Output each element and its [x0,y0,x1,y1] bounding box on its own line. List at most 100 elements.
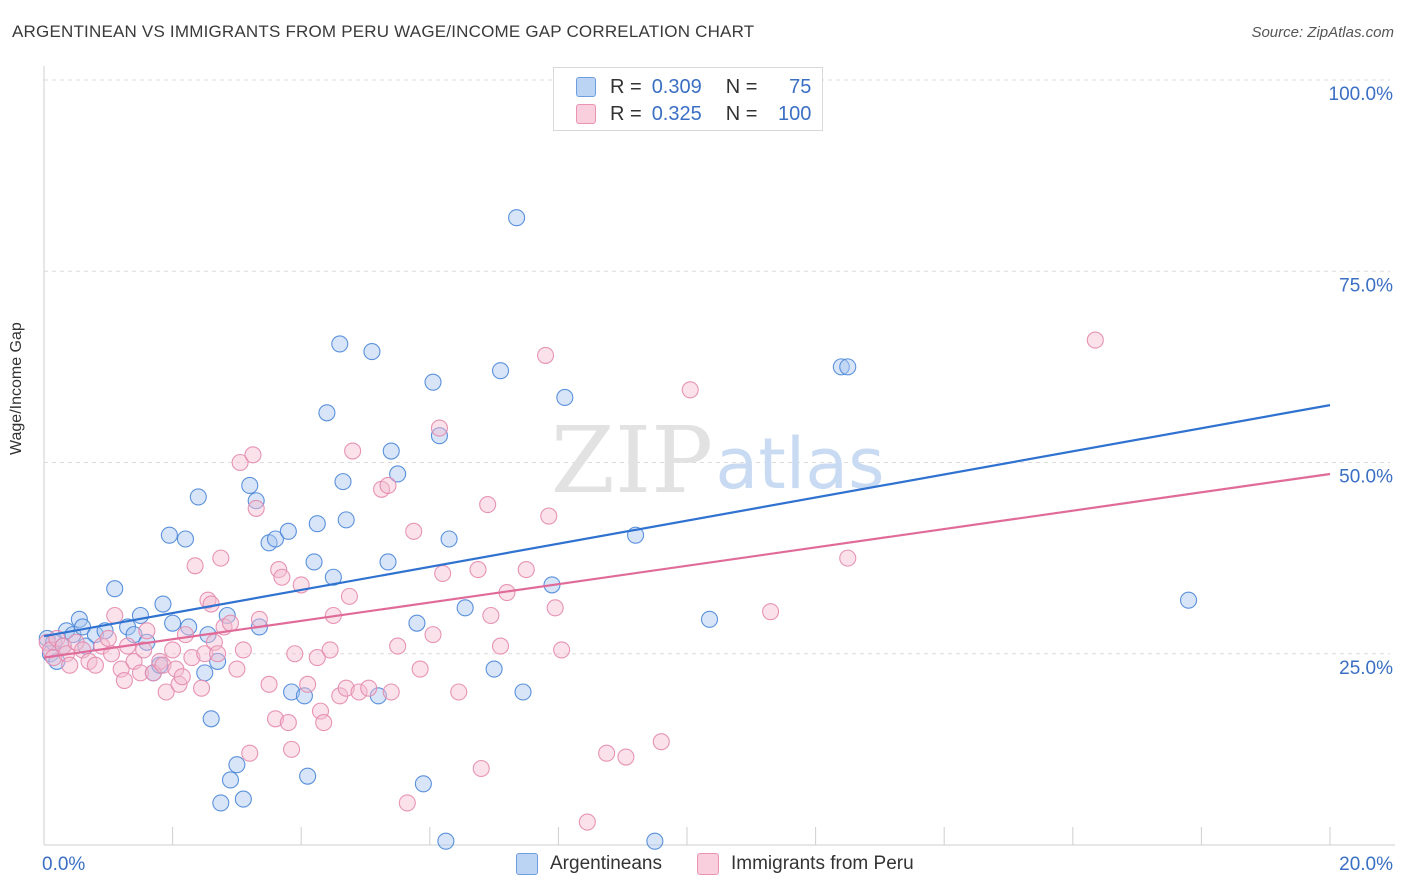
point-peru [578,813,596,831]
point-peru [652,733,670,751]
point-peru [183,649,201,667]
legend-swatch-argentineans [516,853,538,875]
stats-swatch-argentineans [576,77,596,97]
n-value: 100 [778,102,812,125]
point-peru [1086,331,1104,349]
n-label: N = [725,75,758,98]
point-peru [434,564,452,582]
point-argentinean [437,832,455,850]
y-tick-label: 75.0% [1339,275,1393,296]
point-peru [382,683,400,701]
point-peru [99,629,117,648]
r-label: R = [610,102,642,125]
legend-label-peru: Immigrants from Peru [731,853,914,874]
point-peru [450,683,468,701]
point-peru [135,641,153,659]
x-tick-label: 20.0% [1339,854,1393,875]
chart-title: ARGENTINEAN VS IMMIGRANTS FROM PERU WAGE… [12,22,755,41]
point-peru [553,641,571,659]
point-peru [424,626,442,644]
watermark: ZIP atlas [551,407,885,514]
point-argentinean [389,465,407,483]
point-peru [321,641,339,659]
point-peru [192,679,211,697]
point-peru [231,453,249,472]
point-peru [598,744,616,762]
point-argentinean [196,664,214,682]
point-argentinean [305,553,323,571]
point-argentinean [221,771,240,789]
point-argentinean [334,473,352,491]
point-peru [479,496,497,514]
point-argentinean [164,614,182,632]
point-argentinean [1179,591,1198,609]
point-argentinean [154,595,172,613]
r-label: R = [610,75,642,98]
point-peru [234,641,252,659]
point-peru [540,507,558,525]
tick-labels: 25.0% 50.0% 75.0% 100.0% 0.0% 20.0% [42,84,1393,875]
point-peru [154,656,172,674]
point-argentinean [299,767,317,785]
point-argentinean [485,660,503,678]
point-peru [617,748,635,766]
point-argentinean [337,511,355,529]
source-label: Source: ZipAtlas.com [1251,24,1394,41]
point-peru [86,656,104,674]
point-peru [491,637,510,655]
point-peru [839,549,857,567]
point-peru [350,683,368,701]
point-argentinean [176,530,195,548]
point-peru [430,419,448,437]
point-peru [681,381,699,399]
legend-item-argentineans[interactable]: Argentineans [516,853,662,875]
point-peru [196,645,214,663]
point-peru [337,679,355,697]
point-argentinean [234,790,252,808]
point-peru [260,675,278,693]
point-peru [266,710,285,728]
point-peru [389,637,407,655]
point-peru [315,714,333,732]
point-argentinean [266,530,285,548]
n-label: N = [725,102,758,125]
point-peru [405,522,423,540]
point-argentinean [700,610,719,628]
point-argentinean [491,362,510,380]
chart-legend: Argentineans Immigrants from Peru [0,851,1406,879]
point-argentinean [202,710,220,728]
point-argentinean [106,580,124,598]
point-peru [546,599,564,617]
point-peru [308,649,326,667]
point-peru [469,561,487,579]
point-peru [247,499,265,517]
legend-label-argentineans: Argentineans [550,853,662,874]
point-argentinean [382,442,400,460]
point-peru [244,446,262,464]
point-peru [228,660,246,678]
y-tick-label: 100.0% [1329,84,1394,105]
point-peru [517,561,535,579]
point-argentinean [331,335,349,353]
point-argentinean [189,488,207,506]
point-argentinean [212,794,230,812]
point-peru [221,614,240,632]
point-peru [762,603,780,621]
point-argentinean [160,526,178,544]
legend-item-peru[interactable]: Immigrants from Peru [697,853,914,875]
point-argentinean [408,614,426,632]
stats-swatch-peru [576,104,596,124]
point-argentinean [283,683,301,701]
point-peru [273,568,291,586]
point-argentinean [363,343,381,361]
point-peru [360,679,378,697]
y-tick-label: 25.0% [1339,658,1393,679]
point-peru [283,740,301,758]
data-points [38,209,1198,850]
point-peru [411,660,429,678]
point-peru [241,744,259,762]
point-argentinean [514,683,532,701]
point-peru [115,671,133,690]
point-peru [398,794,416,812]
n-value: 75 [789,75,812,98]
